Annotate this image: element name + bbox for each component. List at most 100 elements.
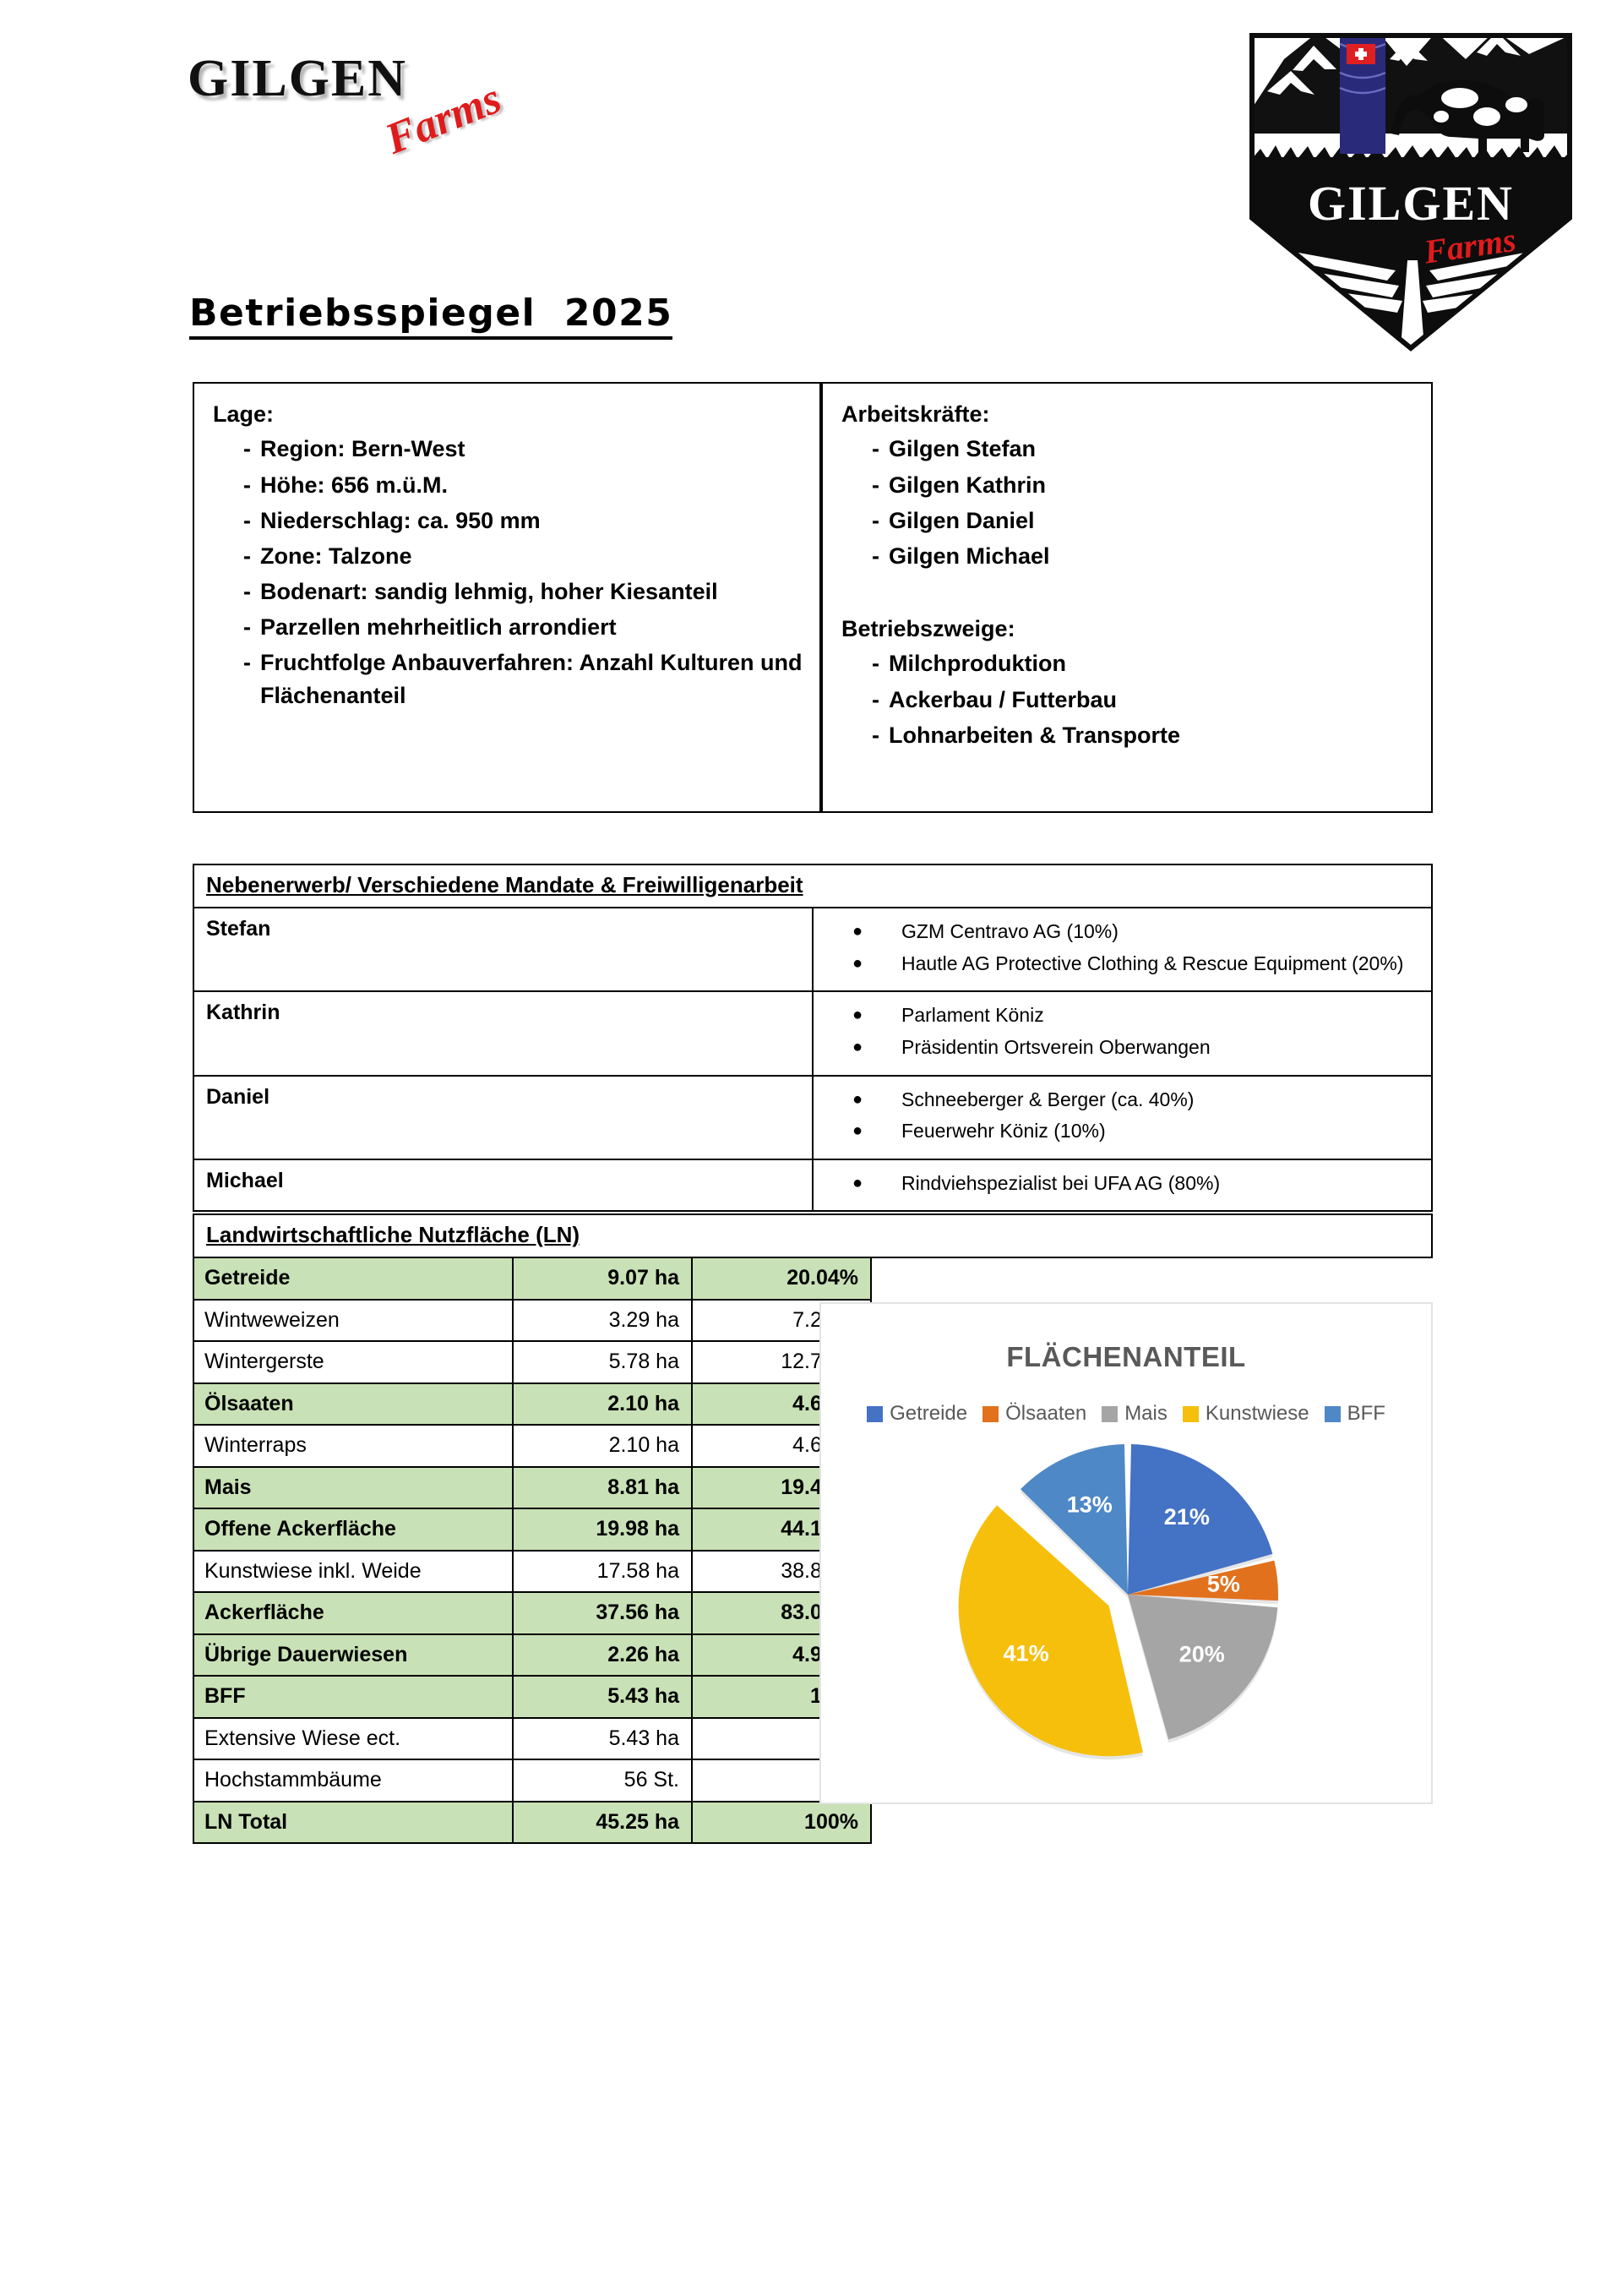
ln-row-label: Ölsaaten [193,1382,514,1426]
table-title-row: Nebenerwerb/ Verschiedene Mandate & Frei… [193,864,1433,908]
lage-heading: Lage: [213,401,275,427]
legend-item: Ölsaaten [982,1402,1086,1426]
pie-slice-label: 41% [1004,1640,1049,1666]
lage-item-text: Zone: Talzone [260,543,412,569]
legend-item: BFF [1324,1402,1385,1426]
person-name: Kathrin [193,990,814,1077]
pie-slice-label: 20% [1179,1642,1225,1667]
worker-name: Gilgen Kathrin [889,472,1047,498]
lage-list: - Region: Bern-West - Höhe: 656 m.ü.M. - Ni… [213,433,803,712]
ln-row-label: LN Total [193,1800,514,1844]
arbeitskraefte-list: - Gilgen Stefan - Gilgen Kathrin - Gilgen D… [841,433,1414,573]
ln-row-area: 5.78 ha [512,1340,693,1384]
legend-swatch-icon [982,1405,999,1422]
ln-row-area: 17.58 ha [512,1549,693,1593]
pie-slice-label: 5% [1207,1571,1240,1596]
bullet-icon: ● [852,1121,863,1141]
person-name: Michael [193,1158,814,1213]
mandate-text: Parlament Köniz [901,1004,1044,1027]
dash-marker: - [872,472,879,498]
legend-label: Mais [1124,1402,1168,1425]
table-row: Kathrin ● Parlament Köniz ● Präsidentin Or… [193,990,1433,1077]
dash-marker: - [243,614,251,641]
dash-marker: - [243,579,251,604]
list-item: ● Hautle AG Protective Clothing & Rescue … [814,949,1423,979]
mandate-list: ● Rindviehspezialist bei UFA AG (80%) [814,1169,1423,1199]
ln-row-area: 9.07 ha [512,1257,693,1301]
list-item: ● Parlament Köniz [814,1001,1423,1031]
list-item: - Gilgen Michael [841,540,1414,573]
ln-section: Landwirtschaftliche Nutzfläche (LN) Getr… [193,1213,1433,1844]
ln-row-area: 45.25 ha [512,1800,693,1844]
mandate-text: Präsidentin Ortsverein Oberwangen [901,1035,1211,1058]
mandate-cell: ● Schneeberger & Berger (ca. 40%) ● Feuerw… [812,1074,1433,1160]
table-row: Daniel ● Schneeberger & Berger (ca. 40%) … [193,1074,1433,1160]
lage-item-text: Parzellen mehrheitlich arrondiert [260,614,617,641]
ln-row-percent: 100% [691,1800,872,1844]
ln-row-area: 37.56 ha [512,1591,693,1635]
chart-title: FLÄCHENANTEIL [1006,1341,1246,1372]
brand-wordmark: GILGEN [188,50,408,107]
dash-marker: - [872,722,879,748]
mandate-list: ● Parlament Köniz ● Präsidentin Ortsverein… [814,1001,1423,1062]
lage-item-text: Bodenart: sandig lehmig, hoher Kiesantei… [260,579,718,604]
list-item: - Bodenart: sandig lehmig, hoher Kiesante… [213,575,803,608]
betriebszweige-list: - Milchproduktion - Ackerbau / Futterbau -… [841,647,1414,751]
legend-label: Ölsaaten [1005,1402,1087,1425]
ln-row-label: BFF [193,1675,514,1719]
ln-row-area: 2.26 ha [512,1633,693,1677]
arbeitskraefte-box: Arbeitskräfte: - Gilgen Stefan - Gilgen Ka… [821,382,1433,813]
pie-slice-mais [1128,1595,1278,1740]
nebenerwerb-table: Nebenerwerb/ Verschiedene Mandate & Frei… [193,864,1433,1213]
branch-name: Milchproduktion [889,651,1066,677]
dash-marker: - [243,472,251,498]
chart-plot-area: 21% 5% 20% 41% 13% [821,1429,1434,1784]
dash-marker: - [243,507,251,533]
pie-slice-kunstwiese [958,1505,1143,1757]
list-item: - Fruchtfolge Anbauverfahren: Anzahl Kult… [213,646,803,712]
dash-marker: - [243,436,251,462]
worker-name: Gilgen Michael [889,543,1050,569]
ln-row-label: Mais [193,1465,514,1509]
list-item: ● GZM Centravo AG (10%) [814,917,1423,947]
list-item: - Milchproduktion [841,647,1414,680]
list-item: ● Schneeberger & Berger (ca. 40%) [814,1085,1423,1115]
ln-body: Getreide 9.07 ha 20.04% Wintweweizen 3.29 ha… [193,1257,1433,1844]
ln-table: Getreide 9.07 ha 20.04% Wintweweizen 3.29 ha… [193,1257,872,1844]
mandate-text: Rindviehspezialist bei UFA AG (80%) [901,1171,1221,1194]
list-item: - Region: Bern-West [213,433,803,466]
flaechenanteil-chart: FLÄCHENANTEIL Getreide Ölsaaten Mais Kunstw… [819,1302,1433,1804]
page-title: Betriebsspiegel 2025 [189,292,673,340]
table-row: Hochstammbäume 56 St. [193,1759,872,1802]
dash-marker: - [243,543,251,569]
legend-swatch-icon [867,1405,884,1422]
table-row: Extensive Wiese ect. 5.43 ha [193,1716,872,1760]
pie-slice-getreide [1128,1444,1273,1595]
pie-slice-label: 21% [1164,1504,1210,1530]
ln-row-label: Kunstwiese inkl. Weide [193,1549,514,1593]
mandate-text: Feuerwehr Köniz (10%) [901,1120,1106,1143]
list-item: - Gilgen Daniel [841,504,1414,537]
legend-label: BFF [1347,1402,1385,1425]
dash-marker: - [872,651,879,677]
list-item: - Gilgen Kathrin [841,469,1414,502]
legend-item: Kunstwiese [1182,1402,1309,1426]
table-row: Getreide 9.07 ha 20.04% [193,1257,872,1301]
ln-row-label: Extensive Wiese ect. [193,1716,514,1760]
bullet-icon: ● [852,1173,863,1192]
mandate-text: Hautle AG Protective Clothing & Rescue E… [901,952,1404,974]
ln-row-label: Getreide [193,1257,514,1301]
arbeitskraefte-heading: Arbeitskräfte: [841,401,990,427]
lage-item-text: Region: Bern-West [260,436,465,462]
table-row: Stefan ● GZM Centravo AG (10%) ● Hautle AG… [193,906,1433,993]
list-item: - Lohnarbeiten & Transporte [841,719,1414,752]
ln-row-label: Übrige Dauerwiesen [193,1633,514,1677]
ln-row-area: 56 St. [512,1759,693,1802]
ln-row-area: 3.29 ha [512,1298,693,1342]
